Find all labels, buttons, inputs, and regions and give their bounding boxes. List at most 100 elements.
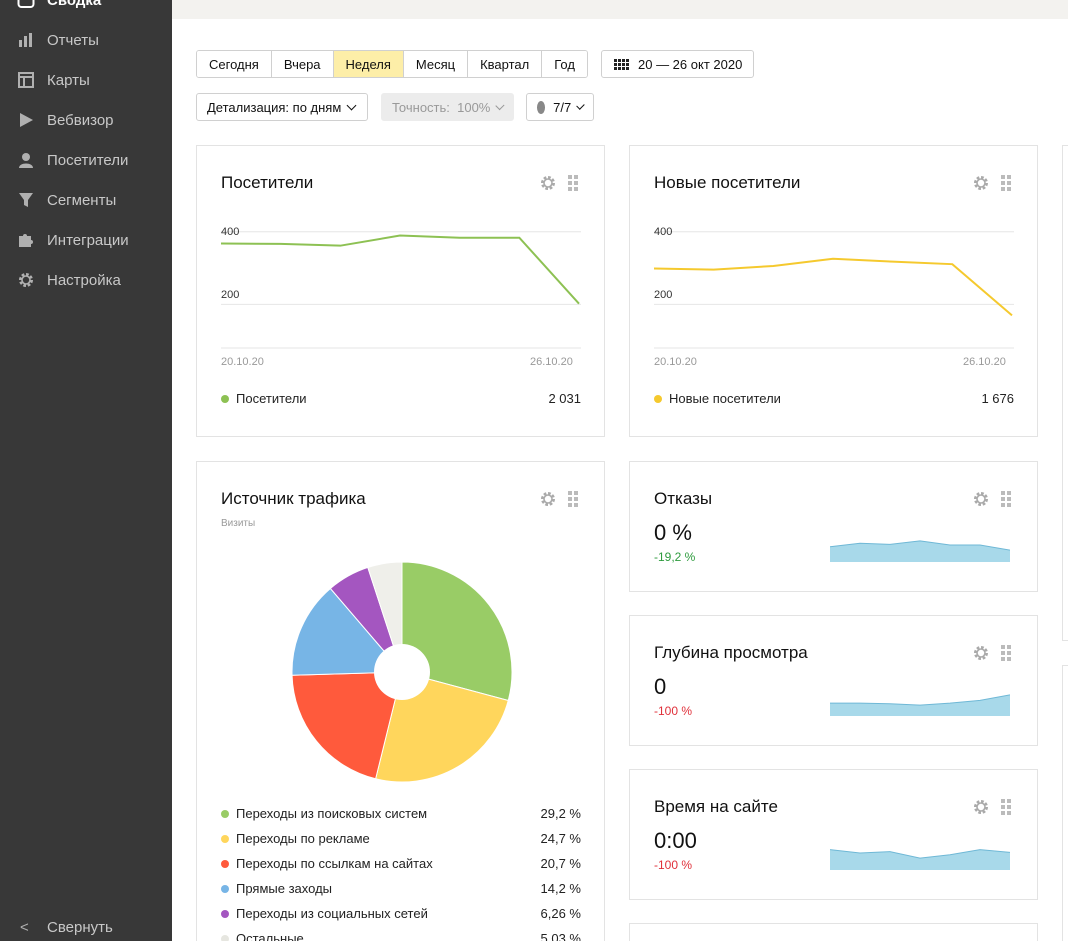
legend-label: Переходы из поисковых систем — [236, 806, 428, 821]
sidebar-item-maps[interactable]: Карты — [0, 60, 172, 100]
traffic-source-card: Источник трафика Визиты Переходы из поис… — [196, 461, 605, 941]
chevron-down-icon — [495, 100, 505, 110]
date-range-label: 20 — 26 окт 2020 — [638, 56, 743, 72]
map-icon — [16, 70, 36, 90]
x-tick-label: 26.10.20 — [963, 356, 1006, 368]
card-title: Посетители — [221, 173, 314, 192]
metric-value: 0 % — [654, 520, 692, 545]
gear-icon[interactable] — [972, 490, 990, 508]
metric-value: 0:00 — [654, 828, 697, 853]
legend-label: Остальные — [236, 931, 304, 941]
sparkline-line — [830, 540, 1010, 551]
pie-hole — [374, 644, 430, 700]
legend-label: Переходы по рекламе — [236, 831, 370, 846]
gear-icon[interactable] — [539, 174, 557, 192]
legend-label: Новые посетители — [669, 391, 781, 406]
legend-dot — [221, 909, 229, 918]
depth-sparkline — [830, 694, 1010, 716]
card-title: Отказы — [654, 489, 713, 508]
pie-slice[interactable] — [291, 671, 403, 780]
date-range-button[interactable]: 20 — 26 окт 2020 — [601, 50, 754, 78]
depth-card: Глубина просмотра 0 -100 % — [629, 615, 1038, 746]
detail-dropdown[interactable]: Детализация: по дням — [196, 93, 368, 121]
sidebar-item-label: Сегменты — [47, 191, 117, 209]
card-title: Источник трафика — [221, 489, 366, 508]
legend-row: Новые посетители 1 676 — [654, 391, 1014, 406]
legend-value: 5,03 % — [540, 931, 581, 941]
legend-dot — [221, 934, 229, 941]
sidebar-item-reports[interactable]: Отчеты — [0, 20, 172, 60]
pie-slice[interactable] — [401, 561, 513, 702]
legend-value: 14,2 % — [540, 881, 581, 896]
y-tick-label: 200 — [221, 289, 240, 301]
comments-count: 7/7 — [553, 99, 572, 115]
sidebar-item-integrations[interactable]: Интеграции — [0, 220, 172, 260]
sidebar-item-segments[interactable]: Сегменты — [0, 180, 172, 220]
sidebar-item-summary[interactable]: Сводка — [0, 0, 172, 20]
drag-handle-icon[interactable] — [1001, 175, 1011, 191]
legend-row[interactable]: Переходы из социальных сетей 6,26 % — [221, 906, 581, 921]
period-week-button[interactable]: Неделя — [333, 51, 404, 77]
legend-row[interactable]: Переходы из поисковых систем 29,2 % — [221, 806, 581, 821]
legend-label: Переходы по ссылкам на сайтах — [236, 856, 433, 871]
traffic-pie-chart — [291, 561, 513, 783]
legend-row[interactable]: Переходы по ссылкам на сайтах 20,7 % — [221, 856, 581, 871]
pie-slice[interactable] — [375, 671, 509, 783]
drag-handle-icon[interactable] — [1001, 799, 1011, 815]
legend-row[interactable]: Остальные 5,03 % — [221, 931, 581, 941]
gear-icon[interactable] — [972, 798, 990, 816]
period-yesterday-button[interactable]: Вчера — [271, 51, 334, 77]
pie-slice[interactable] — [291, 587, 404, 676]
legend-dot — [654, 394, 662, 403]
sparkline-line — [830, 849, 1010, 859]
offscreen-card — [1062, 665, 1068, 941]
chevron-down-icon — [346, 100, 357, 110]
dashboard-icon — [16, 0, 36, 10]
drag-handle-icon[interactable] — [568, 491, 578, 507]
bounce-sparkline — [830, 540, 1010, 562]
period-month-button[interactable]: Месяц — [403, 51, 469, 77]
chevron-left-icon: < — [20, 918, 29, 936]
legend-label: Переходы из социальных сетей — [236, 906, 428, 921]
sidebar-item-settings[interactable]: Настройка — [0, 260, 172, 300]
legend-dot — [221, 884, 229, 893]
legend-row[interactable]: Прямые заходы 14,2 % — [221, 881, 581, 896]
sidebar-item-label: Карты — [47, 71, 90, 89]
series-line — [654, 257, 1013, 317]
sidebar-item-webvisor[interactable]: Вебвизор — [0, 100, 172, 140]
legend-label: Прямые заходы — [236, 881, 333, 896]
comments-dropdown[interactable]: 7/7 — [526, 93, 594, 121]
calendar-icon — [614, 58, 629, 70]
total-value: 2 031 — [548, 391, 581, 406]
next-card — [629, 923, 1038, 941]
period-today-button[interactable]: Сегодня — [197, 51, 272, 77]
gear-icon[interactable] — [972, 644, 990, 662]
sidebar-item-visitors[interactable]: Посетители — [0, 140, 172, 180]
time-sparkline — [830, 849, 1010, 870]
gear-icon[interactable] — [539, 490, 557, 508]
gear-icon[interactable] — [972, 174, 990, 192]
legend-dot — [221, 834, 229, 843]
collapse-sidebar-button[interactable]: < Свернуть — [0, 912, 172, 941]
drag-handle-icon[interactable] — [1001, 645, 1011, 661]
comment-bubble-icon — [537, 100, 546, 114]
period-quarter-button[interactable]: Квартал — [468, 51, 543, 77]
accuracy-dropdown[interactable]: Точность: 100% — [381, 93, 514, 121]
period-year-button[interactable]: Год — [542, 51, 587, 77]
pie-slice[interactable] — [367, 561, 403, 673]
sidebar-item-label: Интеграции — [47, 231, 129, 249]
x-tick-label: 26.10.20 — [530, 356, 573, 368]
card-title: Глубина просмотра — [654, 643, 808, 662]
legend-value: 29,2 % — [540, 806, 581, 821]
drag-handle-icon[interactable] — [1001, 491, 1011, 507]
legend-value: 24,7 % — [540, 831, 581, 846]
user-icon — [16, 150, 36, 170]
new-visitors-line-chart — [654, 231, 1014, 349]
y-tick-label: 400 — [654, 226, 673, 238]
visitors-line-chart — [221, 231, 581, 349]
drag-handle-icon[interactable] — [568, 175, 578, 191]
legend-label: Посетители — [236, 391, 307, 406]
legend-row[interactable]: Переходы по рекламе 24,7 % — [221, 831, 581, 846]
legend-row: Посетители 2 031 — [221, 391, 581, 406]
new-visitors-card: Новые посетители 400 200 20.10.20 26.10.… — [629, 145, 1038, 437]
